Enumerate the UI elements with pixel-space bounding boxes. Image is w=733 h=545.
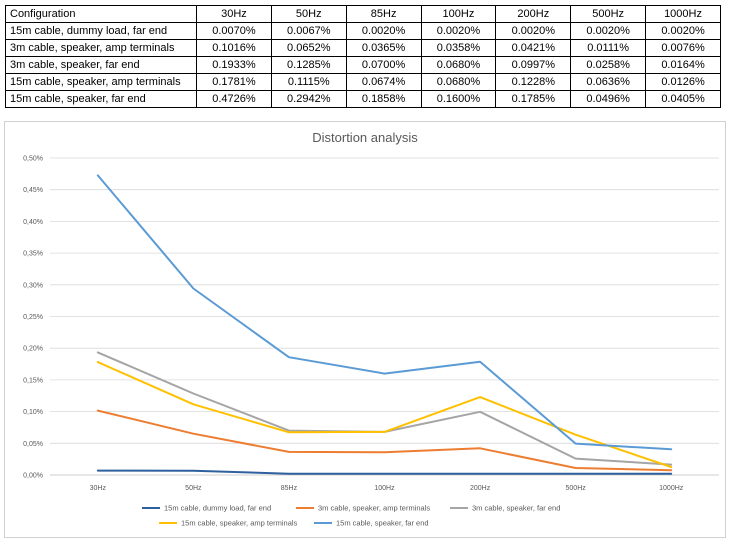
table-cell: 0.0680% (420, 73, 497, 91)
x-tick-label: 85Hz (281, 485, 298, 492)
table-cell: 15m cable, dummy load, far end (5, 22, 197, 40)
table-cell: 0.1600% (420, 90, 497, 108)
legend-label: 3m cable, speaker, far end (472, 504, 560, 513)
column-header: 500Hz (570, 5, 647, 23)
y-tick-label: 0,50% (23, 156, 43, 163)
column-header: Configuration (5, 5, 197, 23)
x-axis-ticks: 30Hz 50Hz 85Hz 100Hz 200Hz 500Hz 1000Hz (90, 485, 684, 492)
table-cell: 0.4726% (196, 90, 272, 108)
y-tick-label: 0,40% (23, 219, 43, 226)
y-tick-label: 0,10% (23, 409, 43, 416)
table-cell: 0.0020% (570, 22, 647, 40)
table-cell: 0.0680% (420, 56, 497, 74)
table-cell: 15m cable, speaker, far end (5, 90, 197, 108)
table-cell: 0.0070% (196, 22, 272, 40)
legend: 15m cable, dummy load, far end 3m cable, … (142, 504, 560, 528)
column-header: 50Hz (270, 5, 347, 23)
table-cell: 3m cable, speaker, amp terminals (5, 39, 197, 57)
legend-label: 15m cable, dummy load, far end (164, 504, 271, 513)
legend-label: 3m cable, speaker, amp terminals (318, 504, 430, 513)
table-cell: 0.0997% (495, 56, 572, 74)
column-header: 1000Hz (645, 5, 721, 23)
y-tick-label: 0,45% (23, 187, 43, 194)
table-cell: 0.0496% (570, 90, 647, 108)
chart-area: Distortion analysis 0,00% 0,05% 0,10% 0,15%… (4, 121, 726, 538)
series-lines (96, 174, 673, 475)
legend-item: 15m cable, speaker, amp terminals (159, 519, 298, 528)
table-cell: 0.0020% (495, 22, 572, 40)
table-cell: 0.0636% (570, 73, 647, 91)
table-row: 3m cable, speaker, far end 0.1933% 0.128… (5, 56, 721, 74)
series-line (96, 361, 673, 468)
series-line (96, 409, 673, 472)
column-header: 100Hz (420, 5, 497, 23)
table-cell: 0.0365% (345, 39, 422, 57)
table-cell: 0.0076% (645, 39, 721, 57)
table-row: 15m cable, speaker, amp terminals 0.1781… (5, 73, 721, 91)
series-line (96, 351, 673, 466)
column-header: 85Hz (345, 5, 422, 23)
x-tick-label: 200Hz (470, 485, 491, 492)
table-cell: 0.0067% (270, 22, 347, 40)
x-tick-label: 30Hz (90, 485, 107, 492)
column-header: 200Hz (495, 5, 572, 23)
legend-item: 3m cable, speaker, amp terminals (296, 504, 430, 513)
table-cell: 0.0020% (345, 22, 422, 40)
table-cell: 0.1228% (495, 73, 572, 91)
y-tick-label: 0,15% (23, 377, 43, 384)
table-cell: 0.0405% (645, 90, 721, 108)
y-axis-ticks: 0,00% 0,05% 0,10% 0,15% 0,20% 0,25% 0,30% 0,35%… (23, 156, 43, 480)
table-cell: 0.1115% (270, 73, 347, 91)
legend-label: 15m cable, speaker, amp terminals (181, 519, 298, 528)
table-cell: 0.1933% (196, 56, 272, 74)
table-cell: 0.0421% (495, 39, 572, 57)
table-cell: 0.0020% (420, 22, 497, 40)
table-cell: 0.0111% (570, 39, 647, 57)
y-tick-label: 0,35% (23, 251, 43, 258)
y-tick-label: 0,20% (23, 346, 43, 353)
table-cell: 0.1785% (495, 90, 572, 108)
gridlines (50, 157, 719, 476)
y-tick-label: 0,25% (23, 314, 43, 321)
legend-item: 15m cable, speaker, far end (314, 519, 429, 528)
table-cell: 0.0358% (420, 39, 497, 57)
table-cell: 0.1781% (196, 73, 272, 91)
x-tick-label: 100Hz (374, 485, 395, 492)
y-tick-label: 0,05% (23, 441, 43, 448)
x-tick-label: 50Hz (185, 485, 202, 492)
table-cell: 0.1016% (196, 39, 272, 57)
legend-item: 15m cable, dummy load, far end (142, 504, 271, 513)
y-tick-label: 0,00% (23, 473, 43, 480)
table-header-row: Configuration 30Hz 50Hz 85Hz 100Hz 200Hz… (5, 5, 721, 23)
table-cell: 0.0258% (570, 56, 647, 74)
table-cell: 0.1285% (270, 56, 347, 74)
table-cell: 0.0700% (345, 56, 422, 74)
chart-title: Distortion analysis (312, 130, 418, 145)
x-tick-label: 1000Hz (659, 485, 684, 492)
table-cell: 0.0652% (270, 39, 347, 57)
table-cell: 0.2942% (270, 90, 347, 108)
x-tick-label: 500Hz (566, 485, 587, 492)
table-row: 15m cable, dummy load, far end 0.0070% 0… (5, 22, 721, 40)
y-tick-label: 0,30% (23, 282, 43, 289)
series-line (96, 174, 673, 451)
series-line (96, 469, 673, 475)
legend-label: 15m cable, speaker, far end (336, 519, 429, 528)
table-cell: 0.0164% (645, 56, 721, 74)
legend-item: 3m cable, speaker, far end (450, 504, 560, 513)
table-cell: 0.0126% (645, 73, 721, 91)
table-cell: 0.0674% (345, 73, 422, 91)
table-cell: 0.1858% (345, 90, 422, 108)
table-cell: 15m cable, speaker, amp terminals (5, 73, 197, 91)
table-row: 3m cable, speaker, amp terminals 0.1016%… (5, 39, 721, 57)
table-cell: 3m cable, speaker, far end (5, 56, 197, 74)
table-cell: 0.0020% (645, 22, 721, 40)
column-header: 30Hz (196, 5, 272, 23)
line-chart: Distortion analysis 0,00% 0,05% 0,10% 0,15%… (23, 130, 719, 528)
data-table: Configuration 30Hz 50Hz 85Hz 100Hz 200Hz… (5, 5, 721, 108)
table-row: 15m cable, speaker, far end 0.4726% 0.29… (5, 90, 721, 108)
